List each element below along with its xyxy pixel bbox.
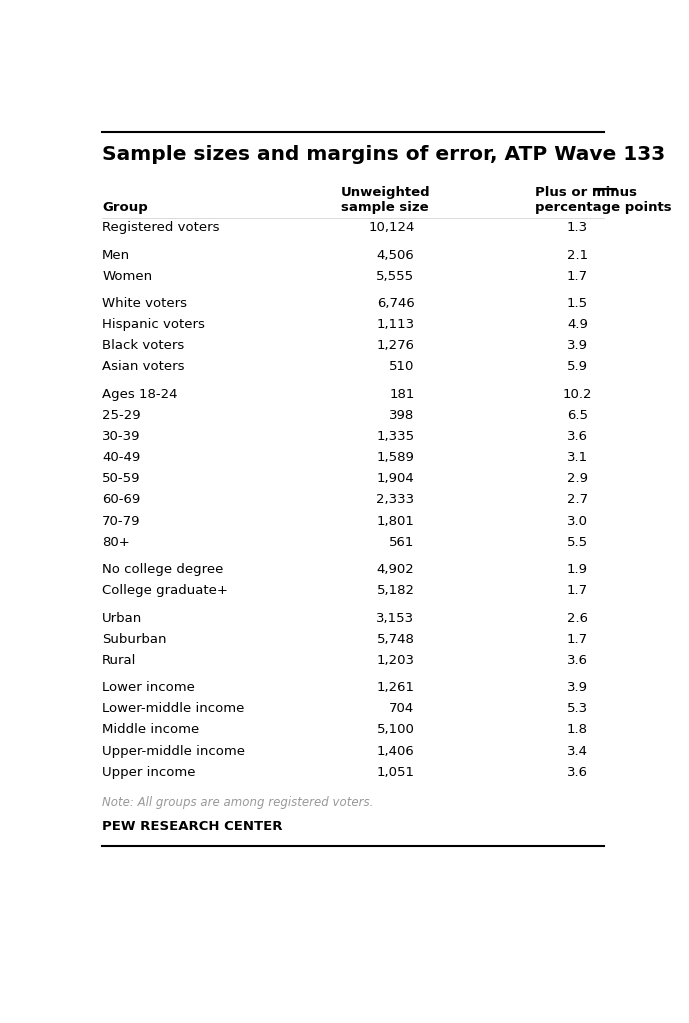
Text: Ages 18-24: Ages 18-24 xyxy=(102,388,178,401)
Text: 1,261: 1,261 xyxy=(376,681,415,695)
Text: 2.7: 2.7 xyxy=(567,493,588,506)
Text: 5,100: 5,100 xyxy=(377,723,415,737)
Text: Upper income: Upper income xyxy=(102,765,196,779)
Text: 80+: 80+ xyxy=(102,536,130,548)
Text: Note: All groups are among registered voters.: Note: All groups are among registered vo… xyxy=(102,796,373,809)
Text: Sample sizes and margins of error, ATP Wave 133: Sample sizes and margins of error, ATP W… xyxy=(102,145,666,164)
Text: 70-79: 70-79 xyxy=(102,515,141,528)
Text: 3.6: 3.6 xyxy=(567,430,588,443)
Text: percentage points: percentage points xyxy=(535,201,671,214)
Text: 10.2: 10.2 xyxy=(563,388,592,401)
Text: 3.1: 3.1 xyxy=(567,451,588,464)
Text: Hispanic voters: Hispanic voters xyxy=(102,318,205,331)
Text: 1,113: 1,113 xyxy=(376,318,415,331)
Text: 1,276: 1,276 xyxy=(376,340,415,352)
Text: 1.9: 1.9 xyxy=(567,563,588,576)
Text: 4.9: 4.9 xyxy=(567,318,588,331)
Text: Lower-middle income: Lower-middle income xyxy=(102,703,245,715)
Text: 398: 398 xyxy=(389,409,415,422)
Text: 6,746: 6,746 xyxy=(377,297,415,310)
Text: White voters: White voters xyxy=(102,297,187,310)
Text: 1.7: 1.7 xyxy=(567,584,588,597)
Text: 1.5: 1.5 xyxy=(567,297,588,310)
Text: 3,153: 3,153 xyxy=(376,612,415,625)
Text: 1,051: 1,051 xyxy=(376,765,415,779)
Text: 60-69: 60-69 xyxy=(102,493,141,506)
Text: 2.6: 2.6 xyxy=(567,612,588,625)
Text: 3.9: 3.9 xyxy=(567,340,588,352)
Text: sample size: sample size xyxy=(341,201,429,214)
Text: 25-29: 25-29 xyxy=(102,409,141,422)
Text: 1,801: 1,801 xyxy=(377,515,415,528)
Text: Unweighted: Unweighted xyxy=(340,186,430,198)
Text: Men: Men xyxy=(102,249,130,262)
Text: Suburban: Suburban xyxy=(102,632,167,646)
Text: 5,748: 5,748 xyxy=(377,632,415,646)
Text: 1.7: 1.7 xyxy=(567,632,588,646)
Text: 4,902: 4,902 xyxy=(377,563,415,576)
Text: 10,124: 10,124 xyxy=(368,221,415,234)
Text: Lower income: Lower income xyxy=(102,681,195,695)
Text: Middle income: Middle income xyxy=(102,723,199,737)
Text: 3.9: 3.9 xyxy=(567,681,588,695)
Text: 5,182: 5,182 xyxy=(376,584,415,597)
Text: Black voters: Black voters xyxy=(102,340,185,352)
Text: PEW RESEARCH CENTER: PEW RESEARCH CENTER xyxy=(102,819,282,833)
Text: 1,406: 1,406 xyxy=(377,745,415,758)
Text: 3.6: 3.6 xyxy=(567,765,588,779)
Text: Upper-middle income: Upper-middle income xyxy=(102,745,245,758)
Text: 3.4: 3.4 xyxy=(567,745,588,758)
Text: 1,203: 1,203 xyxy=(376,654,415,667)
Text: 40-49: 40-49 xyxy=(102,451,141,464)
Text: 3.6: 3.6 xyxy=(567,654,588,667)
Text: 1,904: 1,904 xyxy=(377,473,415,485)
Text: 5.5: 5.5 xyxy=(567,536,588,548)
Text: 5.3: 5.3 xyxy=(567,703,588,715)
Text: 2.9: 2.9 xyxy=(567,473,588,485)
Text: College graduate+: College graduate+ xyxy=(102,584,228,597)
Text: Plus or minus: Plus or minus xyxy=(535,186,637,198)
Text: 6.5: 6.5 xyxy=(567,409,588,422)
Text: 1.8: 1.8 xyxy=(567,723,588,737)
Text: 50-59: 50-59 xyxy=(102,473,141,485)
Text: 30-39: 30-39 xyxy=(102,430,141,443)
Text: Urban: Urban xyxy=(102,612,143,625)
Text: 1.3: 1.3 xyxy=(567,221,588,234)
Text: 1,589: 1,589 xyxy=(377,451,415,464)
Text: 5,555: 5,555 xyxy=(376,270,415,282)
Text: Women: Women xyxy=(102,270,152,282)
Text: 3.0: 3.0 xyxy=(567,515,588,528)
Text: Registered voters: Registered voters xyxy=(102,221,220,234)
Text: Rural: Rural xyxy=(102,654,136,667)
Text: No college degree: No college degree xyxy=(102,563,223,576)
Text: 1.7: 1.7 xyxy=(567,270,588,282)
Text: 2,333: 2,333 xyxy=(376,493,415,506)
Text: 181: 181 xyxy=(389,388,415,401)
Text: 4,506: 4,506 xyxy=(377,249,415,262)
Text: 5.9: 5.9 xyxy=(567,360,588,373)
Text: 704: 704 xyxy=(389,703,415,715)
Text: 2.1: 2.1 xyxy=(567,249,588,262)
Text: Group: Group xyxy=(102,201,148,214)
Text: 561: 561 xyxy=(389,536,415,548)
Text: 1,335: 1,335 xyxy=(376,430,415,443)
Text: Asian voters: Asian voters xyxy=(102,360,185,373)
Text: 510: 510 xyxy=(389,360,415,373)
